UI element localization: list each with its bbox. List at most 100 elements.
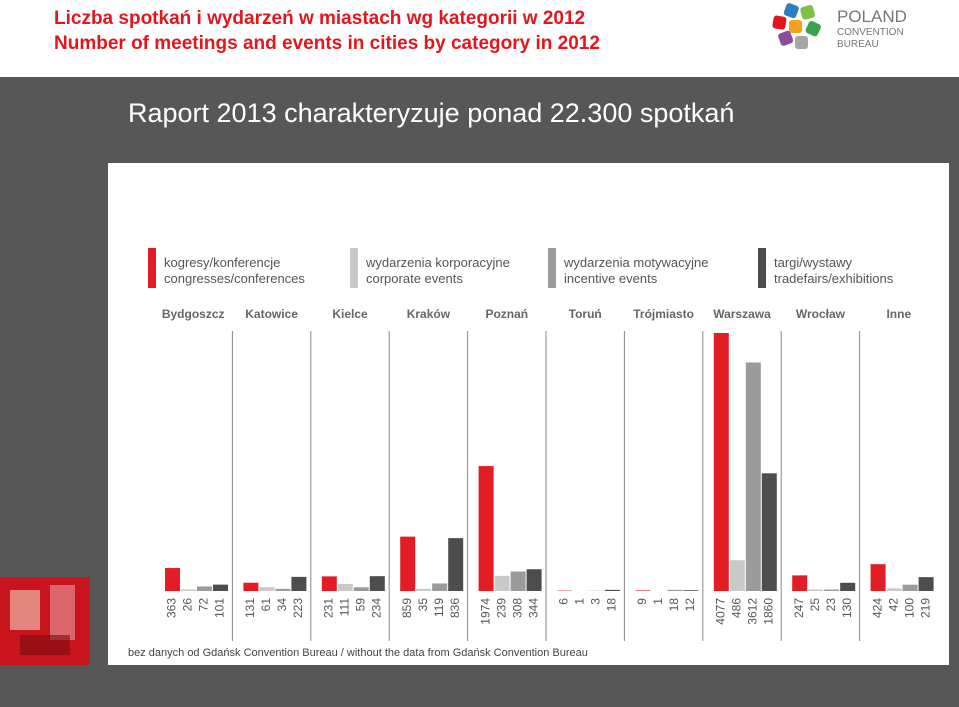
x-tick-label: Trójmiasto — [633, 307, 694, 321]
decoration — [0, 577, 90, 665]
value-label: 4077 — [713, 598, 727, 625]
value-label: 3612 — [745, 598, 759, 625]
value-label: 130 — [840, 598, 854, 618]
legend-swatch — [548, 248, 556, 288]
bar — [291, 576, 307, 591]
legend-label: incentive events — [564, 271, 658, 286]
bar — [824, 589, 840, 591]
value-label: 72 — [197, 598, 211, 612]
value-label: 101 — [213, 598, 227, 618]
value-label: 344 — [526, 598, 540, 618]
bar — [494, 575, 510, 591]
value-label: 234 — [369, 598, 383, 618]
bar — [416, 588, 432, 591]
value-label: 18 — [667, 598, 681, 612]
bar — [337, 583, 353, 591]
x-tick-label: Poznań — [485, 307, 528, 321]
x-tick-label: Katowice — [245, 307, 298, 321]
x-tick-label: Warszawa — [713, 307, 771, 321]
bar — [353, 587, 369, 591]
bar — [729, 560, 745, 591]
legend-label: wydarzenia motywacyjne — [563, 255, 709, 270]
header: Liczba spotkań i wydarzeń w miastach wg … — [0, 0, 959, 77]
value-label: 34 — [275, 598, 289, 612]
value-label: 1860 — [761, 598, 775, 625]
value-label: 25 — [808, 598, 822, 612]
bar — [761, 473, 777, 591]
value-label: 247 — [792, 598, 806, 618]
bar — [605, 589, 620, 591]
value-label: 23 — [824, 598, 838, 612]
x-tick-label: Toruń — [569, 307, 602, 321]
bar — [870, 564, 886, 591]
legend-swatch — [350, 248, 358, 288]
legend-label: targi/wystawy — [774, 255, 853, 270]
legend-label: wydarzenia korporacyjne — [365, 255, 510, 270]
value-label: 131 — [243, 598, 257, 618]
legend-label: kogresy/konferencje — [164, 255, 280, 270]
legend-swatch — [148, 248, 156, 288]
value-label: 42 — [886, 598, 900, 612]
bar — [745, 362, 761, 591]
legend-swatch — [758, 248, 766, 288]
bar — [808, 589, 824, 591]
value-label: 1 — [573, 598, 587, 605]
bar — [213, 584, 228, 591]
x-tick-label: Kielce — [332, 307, 368, 321]
value-label: 859 — [400, 598, 414, 618]
value-label: 9 — [635, 598, 649, 605]
bar — [165, 568, 180, 591]
logo: POLAND CONVENTION BUREAU — [772, 3, 907, 50]
value-label: 223 — [291, 598, 305, 618]
legend-label: tradefairs/exhibitions — [774, 271, 894, 286]
bar — [918, 577, 934, 591]
bar — [259, 587, 275, 591]
bar — [902, 584, 918, 591]
value-label: 1 — [651, 598, 665, 605]
legend-label: corporate events — [366, 271, 463, 286]
value-label: 363 — [165, 598, 179, 618]
bar — [432, 583, 448, 591]
bar — [400, 536, 416, 591]
legend-label: congresses/conferences — [164, 271, 305, 286]
value-label: 219 — [918, 598, 932, 618]
x-tick-label: Bydgoszcz — [162, 307, 225, 321]
footnote: bez danych od Gdańsk Convention Bureau /… — [128, 647, 588, 659]
value-label: 61 — [259, 598, 273, 612]
value-label: 6 — [557, 598, 571, 605]
value-label: 424 — [870, 598, 884, 618]
subtitle: Raport 2013 charakteryzuje ponad 22.300 … — [128, 98, 735, 128]
value-label: 486 — [729, 598, 743, 618]
value-label: 35 — [416, 598, 430, 612]
value-label: 119 — [432, 598, 446, 617]
value-label: 836 — [448, 598, 462, 618]
chart: kogresy/konferencjecongresses/conference… — [108, 163, 949, 665]
bar — [181, 589, 196, 591]
logo-text: BUREAU — [837, 39, 879, 50]
logo-text: POLAND — [837, 7, 907, 26]
bar — [275, 588, 291, 591]
title-pl: Liczba spotkań i wydarzeń w miastach wg … — [54, 8, 586, 29]
bar — [510, 571, 526, 591]
bar — [526, 569, 542, 591]
x-tick-label: Kraków — [407, 307, 451, 321]
value-label: 18 — [605, 598, 619, 612]
bar — [478, 466, 494, 591]
value-label: 3 — [589, 598, 603, 605]
value-label: 26 — [181, 598, 195, 612]
value-label: 12 — [683, 598, 697, 612]
x-tick-label: Wrocław — [796, 307, 846, 321]
value-label: 111 — [337, 598, 351, 617]
bar — [635, 590, 651, 591]
title-en: Number of meetings and events in cities … — [54, 33, 600, 54]
x-tick-label: Inne — [886, 307, 911, 321]
value-label: 231 — [321, 598, 335, 618]
bar — [321, 576, 337, 591]
value-label: 239 — [494, 598, 508, 618]
value-label: 1974 — [478, 598, 492, 625]
bar — [243, 582, 259, 591]
bar — [683, 590, 699, 591]
bar — [886, 588, 902, 591]
value-label: 59 — [353, 598, 367, 612]
